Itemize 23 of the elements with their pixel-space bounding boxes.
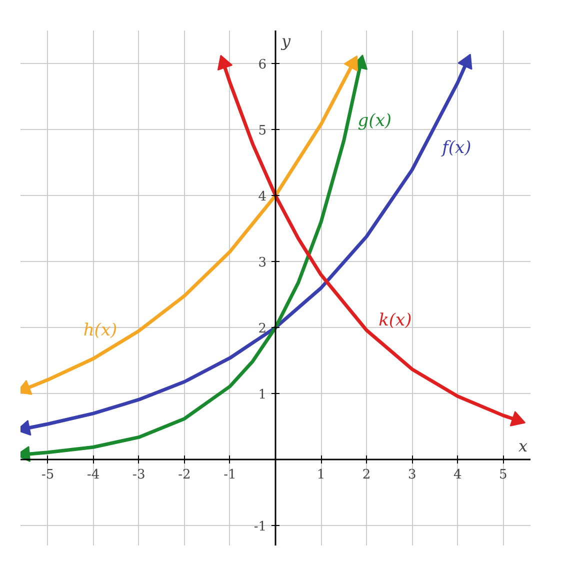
y-tick-label: 6 (258, 58, 267, 73)
x-tick-label: 2 (362, 468, 371, 483)
y-tick-label: 1 (258, 388, 267, 403)
x-tick-label: -4 (87, 468, 100, 483)
x-tick-label: 4 (454, 468, 462, 483)
y-axis-title: y (280, 32, 292, 50)
x-tick-label: 1 (316, 468, 326, 483)
y-tick-label: 3 (258, 256, 267, 271)
x-tick-label: -2 (178, 468, 191, 483)
series-label: k(x) (378, 310, 412, 330)
y-tick-label: 5 (258, 124, 267, 139)
series-label: h(x) (83, 320, 118, 341)
y-tick-label: 4 (258, 190, 267, 205)
series-label: f(x) (440, 138, 472, 158)
x-tick-label: 5 (499, 468, 508, 483)
x-tick-label: -3 (132, 468, 146, 483)
y-tick-label: 2 (258, 322, 267, 337)
x-tick-label: -1 (224, 468, 236, 483)
x-axis-title: x (518, 436, 528, 456)
x-tick-label: -5 (41, 468, 54, 483)
y-tick-label: -1 (254, 520, 267, 535)
series-label: g(x) (358, 110, 392, 131)
x-tick-label: 3 (408, 468, 416, 483)
